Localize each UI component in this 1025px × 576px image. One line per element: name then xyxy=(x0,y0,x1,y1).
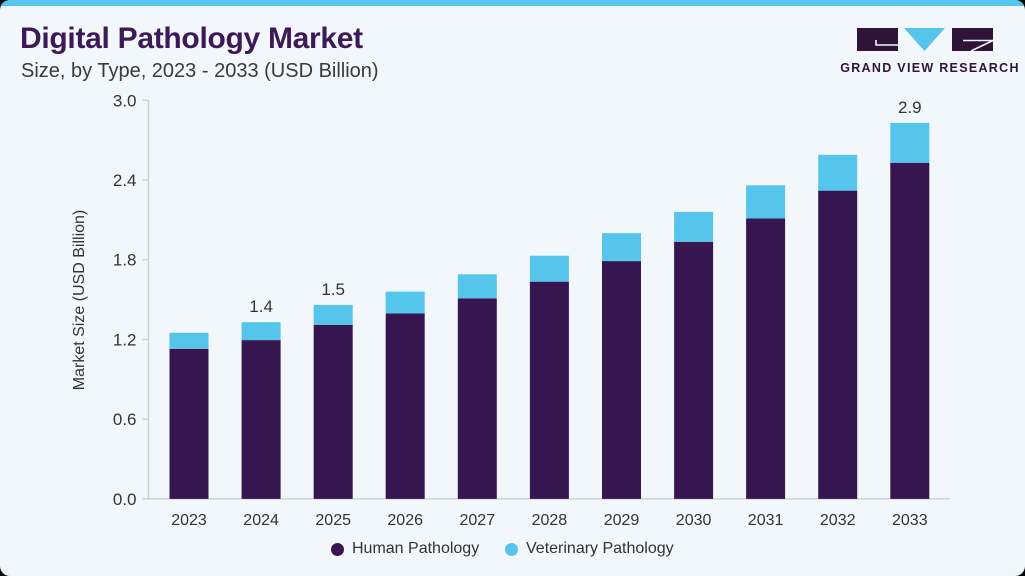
svg-text:2.4: 2.4 xyxy=(113,171,137,190)
svg-text:2033: 2033 xyxy=(892,512,928,529)
svg-text:2032: 2032 xyxy=(820,512,856,529)
svg-text:2028: 2028 xyxy=(532,512,568,529)
svg-text:3.0: 3.0 xyxy=(113,91,137,110)
svg-text:2.9: 2.9 xyxy=(898,98,922,117)
svg-text:0.0: 0.0 xyxy=(113,490,137,509)
svg-text:0.6: 0.6 xyxy=(113,410,137,429)
svg-text:2023: 2023 xyxy=(171,512,207,529)
svg-text:2031: 2031 xyxy=(748,512,784,529)
svg-text:2029: 2029 xyxy=(604,512,640,529)
svg-text:2025: 2025 xyxy=(315,512,351,529)
svg-text:Market Size (USD Billion): Market Size (USD Billion) xyxy=(71,210,88,390)
svg-text:2026: 2026 xyxy=(387,512,423,529)
svg-text:2030: 2030 xyxy=(676,512,712,529)
svg-text:2024: 2024 xyxy=(243,512,279,529)
svg-text:1.2: 1.2 xyxy=(113,331,137,350)
svg-text:2027: 2027 xyxy=(460,512,496,529)
svg-text:1.8: 1.8 xyxy=(113,251,137,270)
svg-text:1.5: 1.5 xyxy=(321,280,345,299)
svg-text:1.4: 1.4 xyxy=(249,297,273,316)
